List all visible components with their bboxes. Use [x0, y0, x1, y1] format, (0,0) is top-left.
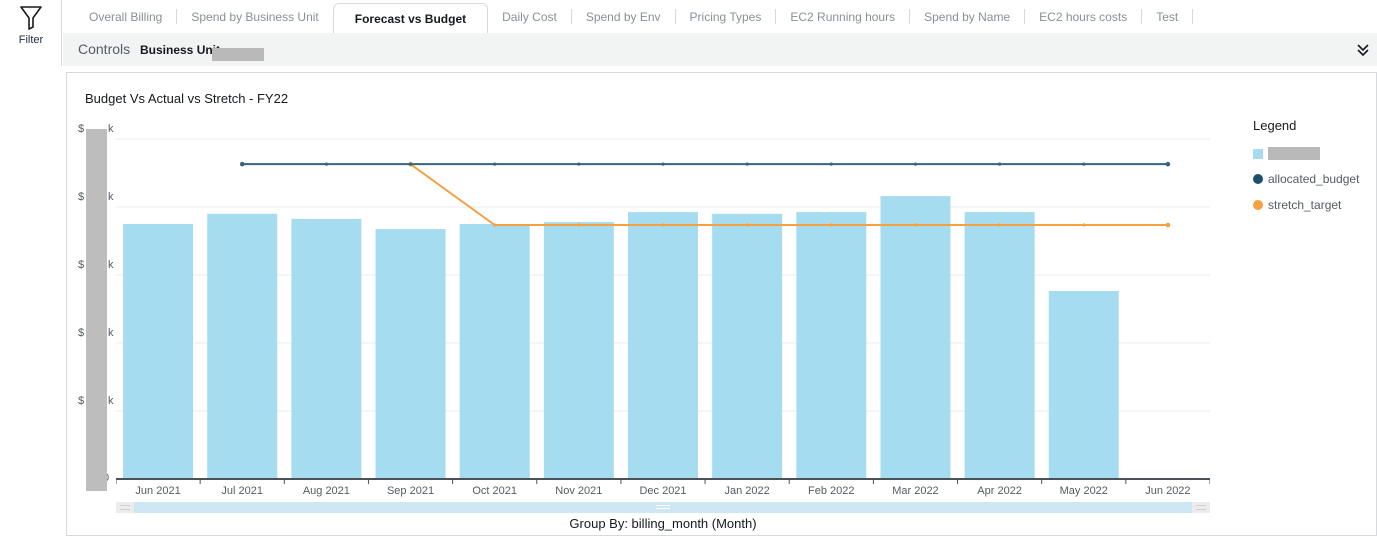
tab-spend-by-name[interactable]: Spend by Name: [924, 9, 1011, 24]
controls-title: Controls: [78, 41, 131, 57]
x-axis-label: May 2022: [1059, 485, 1108, 497]
tab-divider: [1192, 9, 1194, 24]
rail-separator: [61, 0, 62, 66]
double-chevron-down-icon[interactable]: [1355, 42, 1371, 58]
tab-divider: [176, 9, 178, 24]
y-tick-prefix: $: [78, 259, 85, 271]
filter-label: Filter: [18, 34, 44, 46]
bar-jul-2021[interactable]: [207, 213, 278, 480]
legend-title: Legend: [1253, 118, 1297, 133]
bar-aug-2021[interactable]: [291, 218, 362, 479]
filter-button[interactable]: Filter: [8, 5, 54, 46]
filter-rail: Filter: [0, 0, 62, 66]
tab-overall-billing[interactable]: Overall Billing: [89, 9, 163, 24]
bar-may-2022[interactable]: [1048, 290, 1119, 479]
tab-divider: [1141, 9, 1143, 24]
tab-divider: [570, 9, 572, 24]
legend-label: allocated_budget: [1268, 172, 1360, 186]
legend-label-redacted: [1268, 147, 1320, 160]
chart-legend: Legend allocated_budget stretch_target: [1253, 118, 1373, 224]
x-axis-label: Feb 2022: [808, 485, 855, 497]
bar-feb-2022[interactable]: [796, 212, 867, 479]
tab-divider: [775, 9, 777, 24]
legend-item-stretch-target[interactable]: stretch_target: [1253, 198, 1373, 212]
bar-sep-2021[interactable]: [375, 229, 446, 479]
legend-item-redacted[interactable]: [1253, 147, 1373, 160]
line-series-stretch-target: [408, 161, 1171, 228]
y-axis-redaction-bar: [86, 129, 107, 491]
tab-bar: Overall Billing Spend by Business Unit For…: [75, 0, 1377, 33]
x-axis-label: Aug 2021: [302, 485, 350, 497]
group-by-caption: Group By: billing_month (Month): [569, 516, 757, 531]
x-axis-label: Dec 2021: [639, 485, 687, 497]
x-axis-label: Jun 2022: [1145, 485, 1191, 497]
bar-oct-2021[interactable]: [459, 224, 530, 479]
x-axis-label: Jun 2021: [135, 485, 181, 497]
business-unit-control-label: Business Unit: [140, 43, 221, 57]
x-axis-label: Nov 2021: [555, 485, 603, 497]
business-unit-control-value-redacted[interactable]: [212, 48, 264, 61]
y-tick-prefix: $: [78, 327, 85, 339]
scrollbar-right-handle[interactable]: [1192, 502, 1210, 513]
x-axis-label: Jul 2021: [221, 485, 264, 497]
chart-title: Budget Vs Actual vs Stretch - FY22: [85, 91, 289, 106]
legend-circle-marker: [1253, 200, 1263, 210]
y-axis: 0 $k$k$k$k$k: [67, 73, 116, 503]
tab-forecast-vs-budget[interactable]: Forecast vs Budget: [332, 3, 489, 33]
bar-jun-2021[interactable]: [123, 224, 194, 479]
x-axis-line: [116, 478, 1210, 484]
tab-test[interactable]: Test: [1156, 9, 1179, 24]
x-axis-label: Apr 2022: [977, 485, 1022, 497]
bar-mar-2022[interactable]: [880, 196, 951, 479]
x-axis-label: Sep 2021: [386, 485, 435, 497]
bar-dec-2021[interactable]: [628, 212, 698, 479]
controls-bar: Controls Business Unit: [63, 33, 1377, 66]
x-axis-label: Mar 2022: [892, 485, 939, 497]
y-tick-suffix: k: [108, 259, 114, 271]
y-tick-suffix: k: [108, 395, 114, 407]
y-tick-prefix: $: [78, 123, 85, 135]
tab-divider: [909, 9, 911, 24]
filter-icon: [8, 5, 54, 31]
scrollbar-center-grip-icon[interactable]: [656, 505, 670, 511]
chart-plot-area[interactable]: [116, 131, 1210, 485]
legend-square-marker: [1253, 148, 1263, 159]
line-series-allocated-budget: [239, 161, 1171, 167]
tab-ec2-hours-costs[interactable]: EC2 hours costs: [1039, 9, 1128, 24]
tab-spend-by-business-unit[interactable]: Spend by Business Unit: [191, 9, 319, 24]
tab-pricing-types[interactable]: Pricing Types: [689, 9, 762, 24]
tab-daily-cost[interactable]: Daily Cost: [502, 9, 557, 24]
bar-apr-2022[interactable]: [964, 212, 1035, 479]
y-tick-prefix: $: [78, 395, 85, 407]
chart-data-zoom-scrollbar[interactable]: [116, 502, 1210, 513]
y-tick-suffix: k: [108, 327, 114, 339]
y-tick-prefix: $: [78, 191, 85, 203]
tab-divider: [1024, 9, 1026, 24]
legend-circle-marker: [1253, 174, 1263, 184]
chart-widget: Budget Vs Actual vs Stretch - FY22 Legen…: [66, 72, 1377, 536]
x-axis-label: Oct 2021: [472, 485, 517, 497]
tab-divider: [674, 9, 676, 24]
legend-item-allocated-budget[interactable]: allocated_budget: [1253, 172, 1373, 186]
bar-jan-2022[interactable]: [712, 213, 783, 480]
x-axis-label: Jan 2022: [724, 485, 770, 497]
bar-series: [123, 196, 1119, 480]
scrollbar-left-handle[interactable]: [116, 502, 134, 513]
bar-nov-2021[interactable]: [543, 221, 614, 479]
y-tick-suffix: k: [108, 191, 114, 203]
tab-spend-by-env[interactable]: Spend by Env: [585, 9, 661, 24]
legend-label: stretch_target: [1268, 198, 1342, 212]
y-tick-suffix: k: [108, 123, 114, 135]
tab-ec2-running-hours[interactable]: EC2 Running hours: [790, 9, 896, 24]
